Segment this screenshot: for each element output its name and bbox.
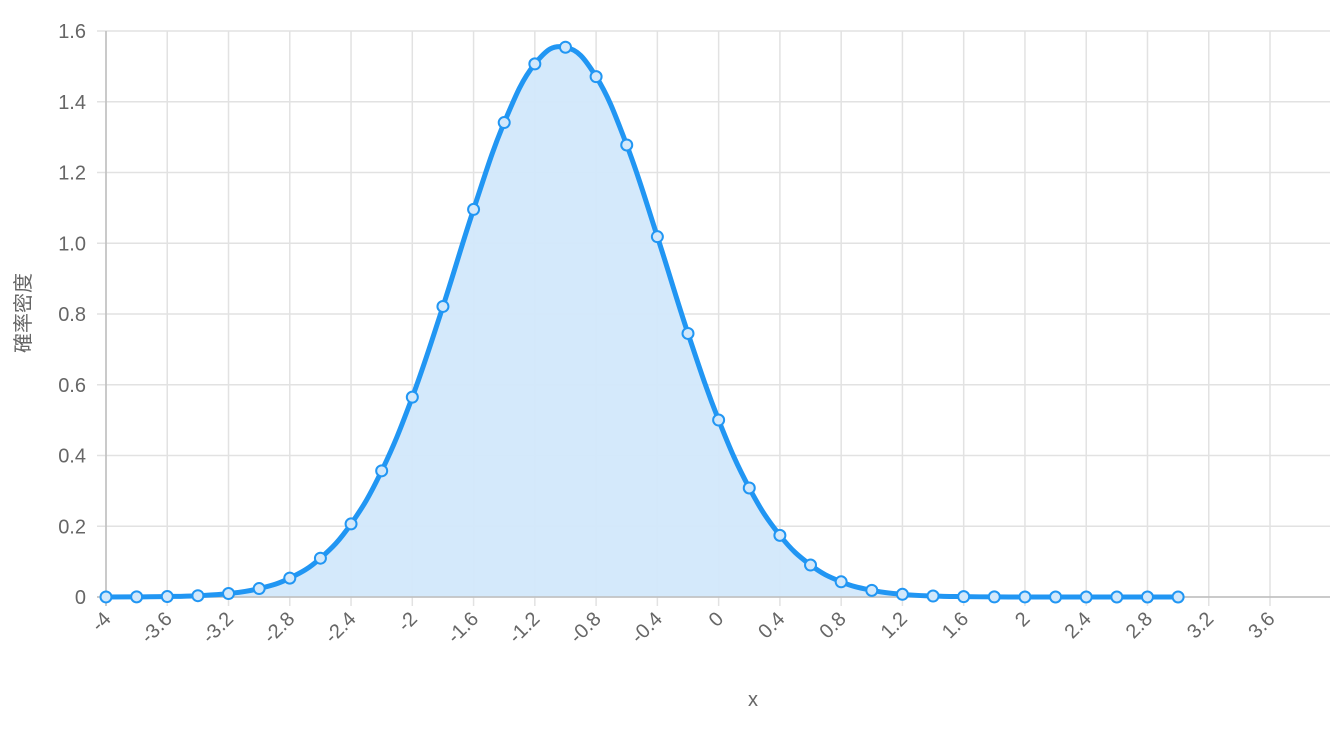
series-area bbox=[106, 46, 1179, 598]
data-point[interactable] bbox=[742, 481, 756, 495]
x-tick-label: 2 bbox=[1011, 608, 1034, 631]
data-point[interactable] bbox=[1110, 590, 1124, 604]
data-point[interactable] bbox=[344, 517, 358, 531]
data-point[interactable] bbox=[191, 589, 205, 603]
y-tick-label: 0 bbox=[75, 587, 86, 609]
data-point[interactable] bbox=[283, 571, 297, 585]
y-tick-label: 1.2 bbox=[58, 163, 86, 185]
y-axis-title: 確率密度 bbox=[12, 273, 35, 353]
data-point[interactable] bbox=[252, 582, 266, 596]
data-point[interactable] bbox=[650, 230, 664, 244]
data-point[interactable] bbox=[375, 464, 389, 478]
x-tick-labels: -4 -3.6 -3.2 -2.8 -2.4 -2 -1.6 -1.2 -0.8 -0.4 0 0.4… bbox=[87, 608, 1279, 648]
y-tick-label: 0.4 bbox=[58, 446, 86, 468]
data-point[interactable] bbox=[865, 583, 879, 597]
data-point[interactable] bbox=[222, 587, 236, 601]
x-tick-label: -3.2 bbox=[198, 608, 238, 648]
x-tick-label: 0.4 bbox=[754, 608, 789, 643]
data-point[interactable] bbox=[773, 528, 787, 542]
x-tick-label: -0.4 bbox=[627, 608, 667, 648]
data-point[interactable] bbox=[589, 70, 603, 84]
data-point[interactable] bbox=[834, 575, 848, 589]
data-point[interactable] bbox=[895, 587, 909, 601]
data-point[interactable] bbox=[681, 326, 695, 340]
x-tick-label: 3.2 bbox=[1183, 608, 1218, 643]
data-point[interactable] bbox=[1049, 590, 1063, 604]
x-tick-label: 1.2 bbox=[877, 608, 912, 643]
data-point[interactable] bbox=[987, 590, 1001, 604]
data-point[interactable] bbox=[558, 40, 572, 54]
x-tick-label: -2.8 bbox=[259, 608, 299, 648]
data-point[interactable] bbox=[405, 390, 419, 404]
data-point[interactable] bbox=[1018, 590, 1032, 604]
data-point[interactable] bbox=[1171, 590, 1185, 604]
x-tick-label: 1.6 bbox=[938, 608, 973, 643]
x-tick-label: 0 bbox=[705, 608, 728, 631]
x-axis-title: x bbox=[748, 689, 758, 711]
data-point[interactable] bbox=[436, 299, 450, 313]
y-tick-label: 0.8 bbox=[58, 304, 86, 326]
x-tick-label: -4 bbox=[87, 608, 115, 636]
data-point[interactable] bbox=[712, 413, 726, 427]
data-point[interactable] bbox=[160, 590, 174, 604]
y-tick-label: 1.4 bbox=[58, 92, 86, 114]
y-tick-label: 0.6 bbox=[58, 375, 86, 397]
x-tick-label: 2.4 bbox=[1061, 608, 1096, 643]
x-tick-label: -0.8 bbox=[566, 608, 606, 648]
data-point[interactable] bbox=[130, 590, 144, 604]
data-point[interactable] bbox=[1140, 590, 1154, 604]
area-fill-layer bbox=[106, 46, 1179, 598]
data-point[interactable] bbox=[926, 589, 940, 603]
y-tick-label: 1.6 bbox=[58, 21, 86, 43]
data-point[interactable] bbox=[620, 138, 634, 152]
x-tick-label: 0.8 bbox=[815, 608, 850, 643]
y-tick-label: 0.2 bbox=[58, 516, 86, 538]
x-tick-label: -1.6 bbox=[443, 608, 483, 648]
x-tick-label: 2.8 bbox=[1122, 608, 1157, 643]
x-tick-label: -2.4 bbox=[321, 608, 361, 648]
x-tick-label: -1.2 bbox=[504, 608, 544, 648]
y-tick-labels: 0 0.2 0.4 0.6 0.8 1.0 1.2 1.4 1.6 bbox=[58, 21, 86, 609]
data-point[interactable] bbox=[313, 551, 327, 565]
data-point[interactable] bbox=[528, 57, 542, 71]
y-tick-label: 1.0 bbox=[58, 233, 86, 255]
data-point[interactable] bbox=[497, 116, 511, 130]
data-point[interactable] bbox=[957, 590, 971, 604]
points-layer bbox=[99, 40, 1185, 604]
data-point[interactable] bbox=[467, 202, 481, 216]
data-point[interactable] bbox=[1079, 590, 1093, 604]
x-tick-label: 3.6 bbox=[1244, 608, 1279, 643]
data-point[interactable] bbox=[804, 558, 818, 572]
x-tick-label: -2 bbox=[394, 608, 422, 636]
data-point[interactable] bbox=[99, 590, 113, 604]
x-tick-label: -3.6 bbox=[137, 608, 177, 648]
